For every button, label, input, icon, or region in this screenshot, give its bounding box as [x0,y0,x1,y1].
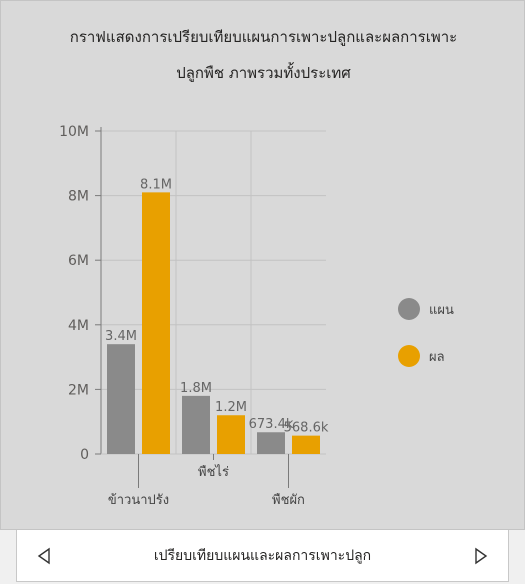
data-label: 673.4k [249,417,294,432]
y-tick-label: 8M [68,189,89,205]
y-tick-label: 6M [68,253,89,269]
data-label: 568.6k [284,421,329,436]
x-tick-label: ข้าวนาปรัง [108,493,169,508]
data-label: 3.4M [105,329,137,344]
y-tick-label: 4M [68,318,89,334]
legend-marker [398,345,420,367]
bar [292,435,320,454]
bar-chart: 0 2M 4M 6M 8M 10M 3.4M 8.1M ข้าวนาปรัง 1.8M1.2M พื… [59,124,454,508]
legend-label: แผน [429,303,454,318]
legend-marker [398,298,420,320]
y-tick-label: 10M [59,124,89,140]
data-label: 1.8M [180,381,212,396]
x-tick-label: พืชไร่ [198,464,229,480]
page-navigator: เปรียบเทียบแผนและผลการเพาะปลูก [16,530,509,582]
x-tick-label: พืชผัก [272,492,305,508]
chart-title: กราฟแสดงการเปรียบเทียบแผนการเพาะปลูกและผ… [69,28,458,46]
y-tick-label: 2M [68,382,89,398]
bar [107,344,135,454]
data-label: 8.1M [140,177,172,192]
bar [217,415,245,454]
chart-panel: กราฟแสดงการเปรียบเทียบแผนการเพาะปลูกและผ… [0,0,525,530]
bar [257,432,285,454]
bar [142,192,170,454]
triangle-right-icon[interactable] [466,542,494,570]
bar [182,395,210,454]
page-title: เปรียบเทียบแผนและผลการเพาะปลูก [153,548,372,564]
y-tick-label: 0 [80,447,89,463]
triangle-left-icon[interactable] [31,542,59,570]
chart-subtitle: ปลูกพืช ภาพรวมทั้งประเทศ [176,64,351,82]
legend-label: ผล [429,350,445,365]
data-label: 1.2M [215,400,247,415]
